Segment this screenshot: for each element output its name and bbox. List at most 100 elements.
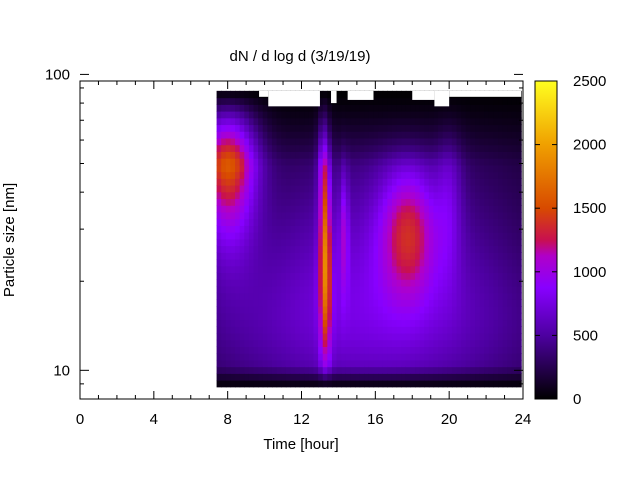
heatmap-cell: [493, 258, 499, 267]
heatmap-cell: [387, 171, 393, 179]
heatmap-cell: [318, 151, 324, 159]
heatmap-cell: [235, 373, 241, 381]
heatmap-cell: [253, 232, 259, 240]
heatmap-cell: [405, 232, 411, 240]
heatmap-cell: [244, 151, 250, 159]
heatmap-cell: [391, 299, 398, 307]
heatmap-cell: [465, 279, 471, 287]
heatmap-cell: [428, 366, 435, 374]
heatmap-cell: [415, 111, 421, 119]
heatmap-cell: [456, 124, 462, 132]
heatmap-cell: [382, 339, 388, 347]
heatmap-cell: [373, 218, 379, 226]
heatmap-cell: [327, 171, 333, 179]
heatmap-cell: [391, 366, 398, 374]
heatmap-cell: [359, 218, 365, 226]
heatmap-cell: [258, 211, 264, 220]
heatmap-cell: [271, 164, 278, 173]
heatmap-cell: [258, 198, 264, 206]
heatmap-cell: [433, 380, 439, 388]
heatmap-cell: [327, 326, 333, 334]
heatmap-cell: [373, 339, 379, 347]
heatmap-cell: [221, 353, 227, 361]
heatmap-cell: [336, 218, 342, 226]
heatmap-cell: [470, 279, 476, 287]
heatmap-cell: [295, 218, 301, 226]
heatmap-cell: [516, 184, 522, 193]
heatmap-cell: [258, 191, 264, 200]
heatmap-cell: [391, 171, 398, 179]
heatmap-cell: [235, 285, 241, 294]
heatmap-cell: [516, 104, 522, 112]
heatmap-cell: [391, 346, 398, 354]
heatmap-cell: [373, 279, 379, 287]
heatmap-cell: [382, 151, 388, 159]
heatmap-cell: [313, 245, 319, 253]
heatmap-cell: [336, 205, 342, 213]
heatmap-cell: [451, 117, 458, 126]
heatmap-cell: [433, 137, 439, 146]
heatmap-cell: [475, 319, 481, 327]
heatmap-cell: [364, 359, 370, 368]
heatmap-cell: [507, 346, 513, 354]
heatmap-cell: [419, 191, 425, 200]
heatmap-cell: [258, 117, 264, 126]
heatmap-cell: [428, 319, 435, 327]
heatmap-cell: [239, 346, 245, 354]
heatmap-cell: [355, 245, 361, 253]
heatmap-cell: [359, 111, 365, 119]
heatmap-cell: [244, 117, 250, 126]
heatmap-cell: [262, 198, 268, 206]
heatmap-cell: [507, 292, 513, 300]
heatmap-cell: [276, 326, 282, 334]
heatmap-cell: [387, 258, 393, 267]
heatmap-cell: [405, 211, 411, 220]
heatmap-cell: [336, 339, 342, 347]
heatmap-cell: [239, 198, 245, 206]
heatmap-cell: [451, 299, 458, 307]
heatmap-cell: [396, 111, 402, 119]
heatmap-cell: [327, 158, 333, 166]
heatmap-cell: [239, 117, 245, 126]
heatmap-cell: [258, 299, 264, 307]
heatmap-cell: [267, 111, 273, 119]
heatmap-cell: [276, 380, 282, 388]
heatmap-cell: [253, 339, 259, 347]
heatmap-cell: [511, 258, 518, 267]
heatmap-cell: [285, 292, 292, 300]
heatmap-cell: [387, 158, 393, 166]
heatmap-cell: [235, 380, 241, 388]
heatmap-cell: [262, 144, 268, 152]
heatmap-cell: [295, 104, 301, 112]
heatmap-cell: [424, 299, 430, 307]
heatmap-cell: [382, 184, 388, 193]
heatmap-cell: [276, 124, 282, 132]
heatmap-cell: [359, 164, 365, 173]
heatmap-cell: [271, 238, 278, 247]
heatmap-cell: [493, 306, 499, 314]
heatmap-cell: [378, 245, 384, 253]
heatmap-cell: [299, 339, 305, 347]
heatmap-cell: [253, 353, 259, 361]
heatmap-cell: [313, 151, 319, 159]
heatmap-cell: [290, 326, 296, 334]
heatmap-cell: [322, 151, 328, 159]
heatmap-cell: [350, 265, 356, 274]
heatmap-cell: [479, 319, 485, 327]
heatmap-cell: [484, 198, 490, 206]
heatmap-cell: [470, 366, 476, 374]
heatmap-cell: [424, 137, 430, 146]
heatmap-cell: [428, 373, 435, 381]
heatmap-cell: [475, 151, 481, 159]
heatmap-cell: [396, 366, 402, 374]
heatmap-cell: [308, 380, 315, 388]
heatmap-cell: [405, 306, 411, 314]
heatmap-cell: [336, 137, 342, 146]
heatmap-cell: [295, 232, 301, 240]
heatmap-cell: [405, 299, 411, 307]
heatmap-cell: [511, 238, 518, 247]
heatmap-cell: [253, 171, 259, 179]
heatmap-cell: [410, 353, 416, 361]
heatmap-cell: [442, 272, 448, 280]
heatmap-cell: [442, 245, 448, 253]
